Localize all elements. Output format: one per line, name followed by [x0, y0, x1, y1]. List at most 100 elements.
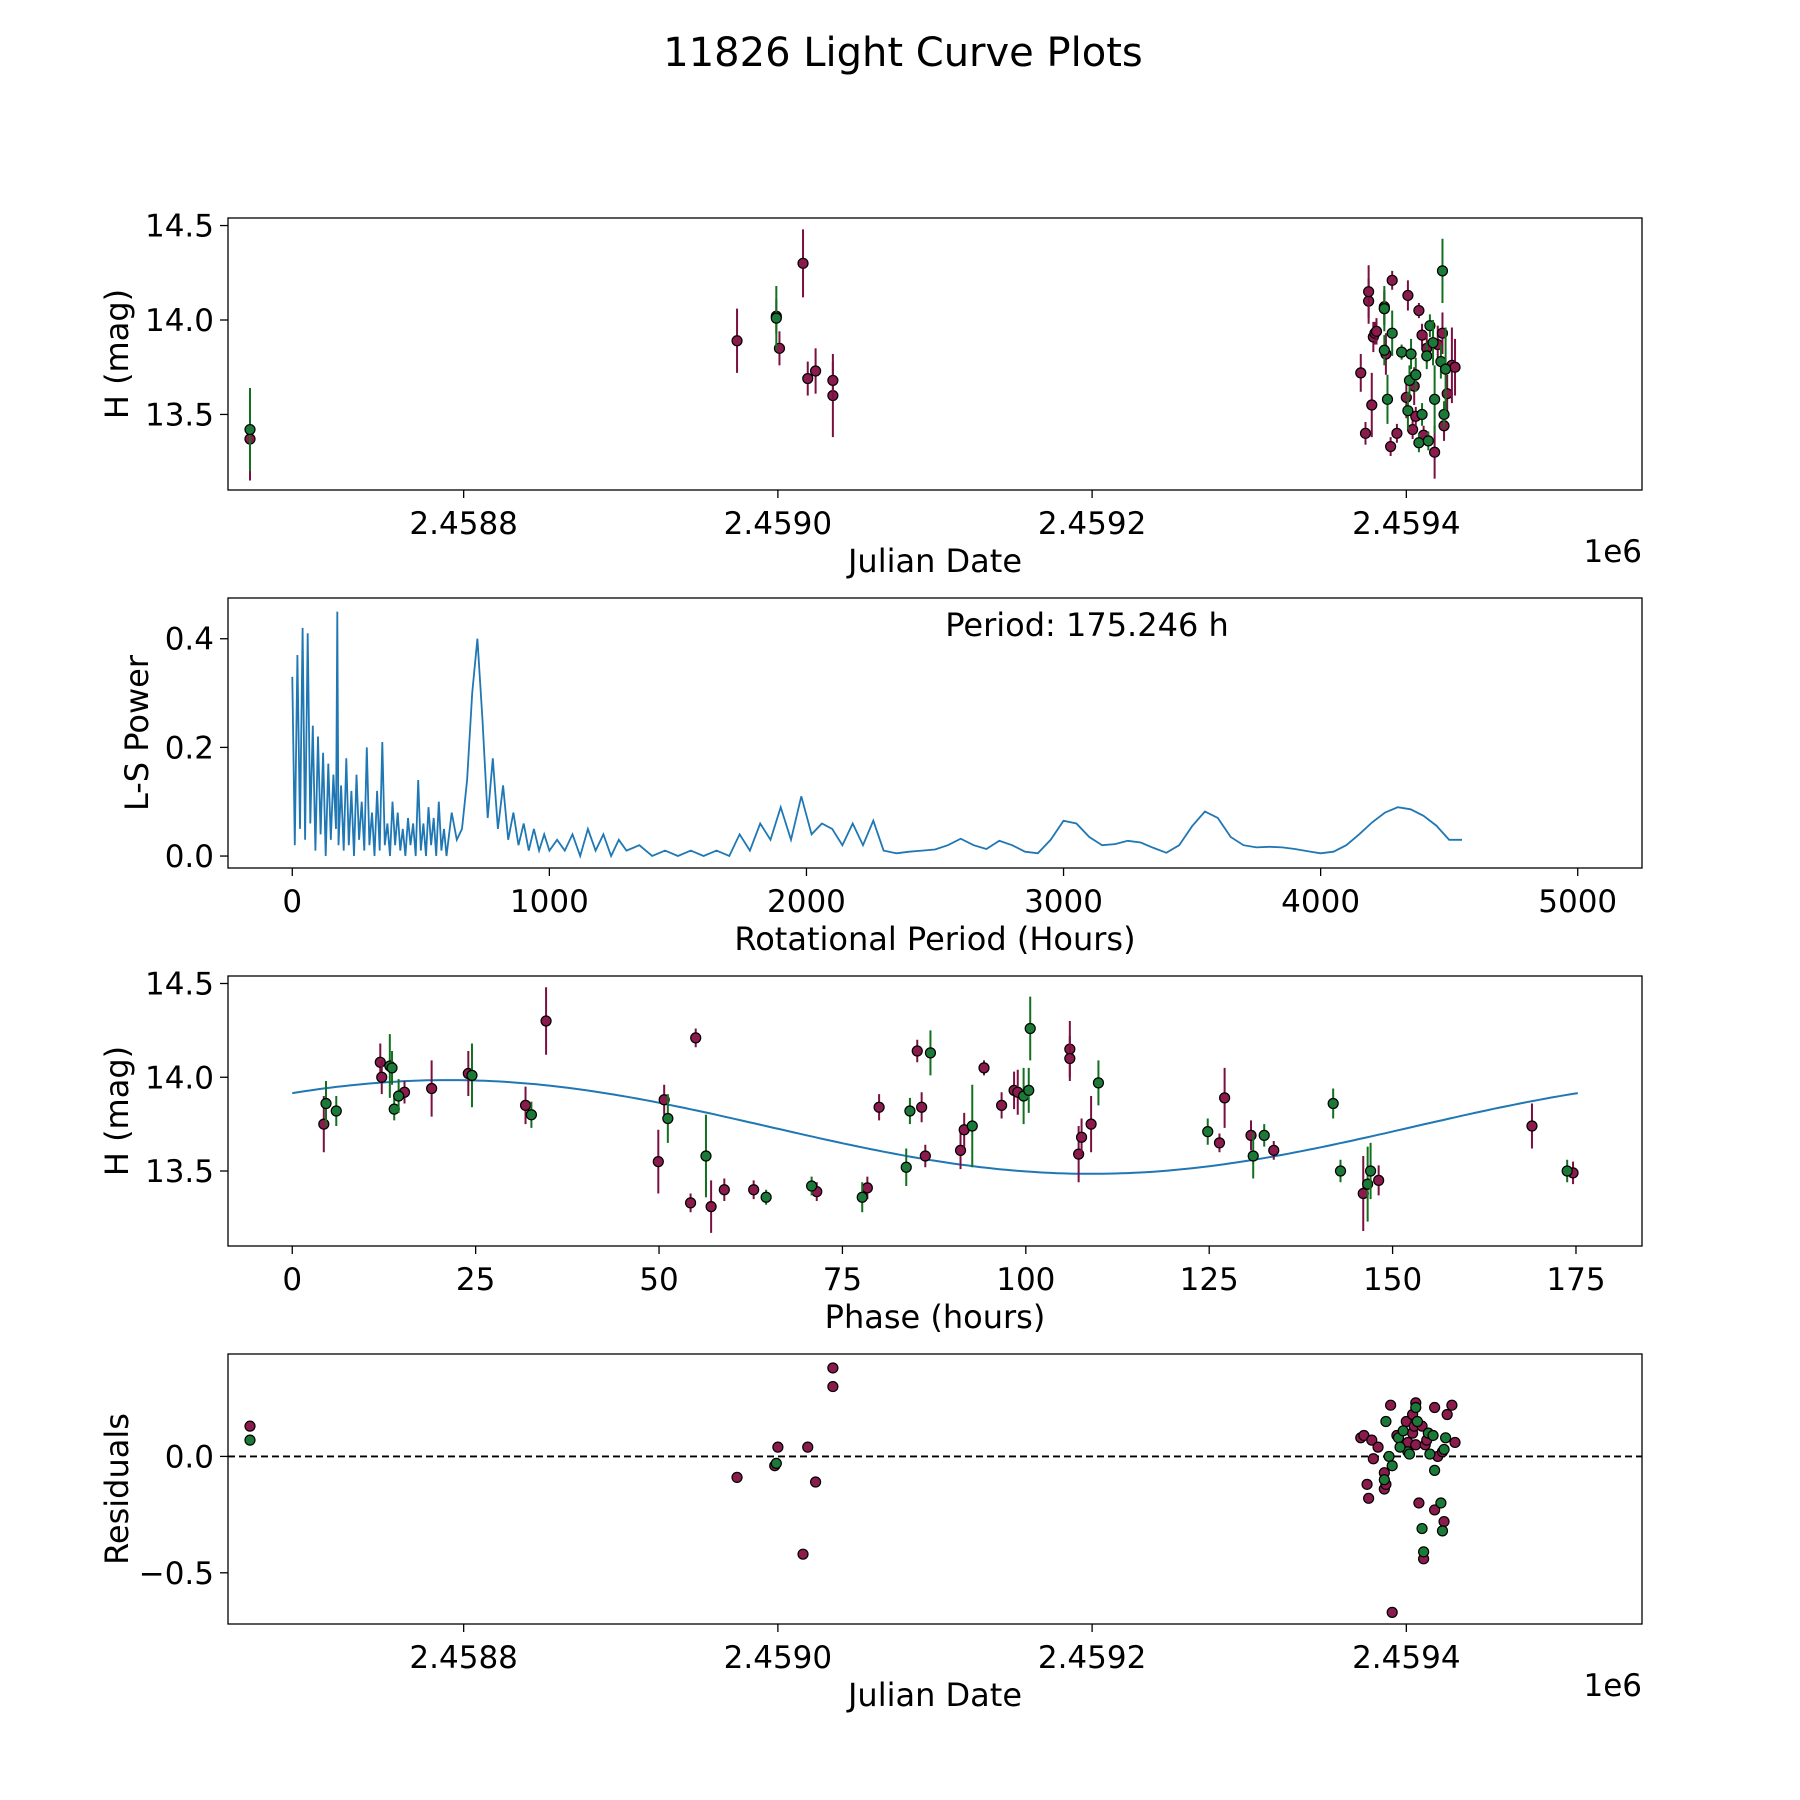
lightcurve-red-point: [1429, 446, 1441, 458]
phased-red-point: [684, 1197, 697, 1209]
lightcurve-red-point: [827, 374, 839, 387]
periodogram-panel: 0 1000 2000 3000 4000 5000 0.0 0.2 0.4 Rotational…: [118, 597, 1643, 958]
phased-red-point: [705, 1201, 717, 1213]
phased-red-point: [911, 1045, 923, 1057]
lightcurve-red-point: [802, 372, 814, 385]
phased-red-point: [540, 1015, 552, 1027]
lightcurve-green-point: [1422, 435, 1434, 447]
residuals-red-point: [1372, 1441, 1384, 1453]
lightcurve-ylabel: H (mag): [98, 289, 136, 419]
residuals-green-point: [1424, 1448, 1436, 1460]
phased-green-point: [466, 1069, 478, 1081]
phased-red-point: [426, 1082, 438, 1095]
lightcurve-xtick-label: 2.4590: [724, 506, 832, 542]
lightcurve-xtick-label: 2.4594: [1352, 506, 1460, 542]
residuals-green-point: [770, 1457, 782, 1469]
lightcurve-green-point: [1396, 346, 1408, 358]
residuals-green-point: [1386, 1460, 1398, 1472]
phased-green-point: [320, 1097, 332, 1110]
phased-red-point: [690, 1032, 702, 1044]
residuals-red-point: [809, 1476, 822, 1488]
residuals-red-point: [731, 1471, 743, 1483]
lightcurve-offset-label: 1e6: [1583, 534, 1642, 570]
phased-red-point: [519, 1099, 532, 1111]
phased-red-point: [1085, 1118, 1097, 1130]
lightcurve-green-point: [1436, 265, 1449, 277]
phased-xtick-label: 100: [996, 1262, 1055, 1298]
phased-green-point: [1023, 1084, 1035, 1096]
lightcurve-red-point: [1359, 427, 1372, 439]
residuals-red-point: [1429, 1401, 1441, 1414]
lightcurve-green-point: [1429, 393, 1441, 405]
lightcurve-red-point: [1402, 289, 1414, 302]
phased-red-point: [978, 1062, 990, 1074]
phased-red-point: [996, 1099, 1008, 1111]
residuals-red-point: [772, 1441, 784, 1453]
phased-xtick-label: 75: [823, 1262, 862, 1298]
phased-green-point: [1258, 1129, 1270, 1141]
phased-red-point: [861, 1182, 873, 1194]
phased-green-point: [904, 1105, 916, 1117]
periodogram-xtick-label: 4000: [1281, 884, 1360, 920]
phased-green-point: [1092, 1077, 1105, 1089]
residuals-green-point: [1416, 1522, 1428, 1535]
residuals-xlabel: Julian Date: [846, 1676, 1022, 1714]
phased-green-point: [900, 1161, 912, 1173]
phased-green-point: [1327, 1097, 1339, 1110]
phased-red-point: [374, 1056, 386, 1068]
phased-red-point: [1213, 1137, 1226, 1149]
phased-red-point: [1268, 1144, 1280, 1156]
lightcurve-green-point: [1405, 348, 1417, 360]
periodogram-xtick-label: 0: [282, 884, 302, 920]
periodogram-xtick-label: 3000: [1024, 884, 1103, 920]
phased-red-point: [1526, 1120, 1538, 1132]
periodogram-xlabel: Rotational Period (Hours): [734, 920, 1135, 958]
residuals-red-point: [1385, 1399, 1397, 1411]
residuals-ytick-label: 0.0: [165, 1439, 214, 1475]
lightcurve-red-point: [1413, 304, 1425, 317]
residuals-green-point: [1380, 1415, 1392, 1428]
residuals-ytick-label: −0.5: [139, 1556, 214, 1592]
lightcurve-red-point: [809, 365, 822, 377]
lightcurve-green-point: [1386, 327, 1398, 339]
phased-ytick-label: 14.0: [145, 1060, 214, 1096]
residuals-green-point: [1418, 1546, 1430, 1558]
lightcurve-xtick-label: 2.4592: [1038, 506, 1146, 542]
lightcurve-red-point: [1449, 361, 1461, 373]
lightcurve-red-point: [1391, 427, 1403, 439]
phased-green-point: [1202, 1126, 1214, 1138]
lightcurve-xtick-label: 2.4588: [409, 506, 517, 542]
residuals-green-point: [1394, 1441, 1406, 1453]
lightcurve-green-point: [1438, 408, 1450, 421]
phased-green-point: [700, 1150, 712, 1162]
lightcurve-green-point: [1410, 369, 1422, 381]
phased-red-point: [658, 1094, 670, 1106]
phased-red-point: [1219, 1092, 1231, 1104]
lightcurve-red-point: [1385, 440, 1397, 453]
residuals-red-point: [1361, 1478, 1373, 1490]
phased-green-point: [1024, 1022, 1036, 1035]
phased-panel: 0 25 50 75 100 125 150 175 13.5 14.0 14.5 Phase (ho…: [98, 967, 1643, 1336]
lightcurve-red-point: [1441, 388, 1453, 400]
residuals-offset-label: 1e6: [1583, 1668, 1642, 1704]
residuals-red-point: [1366, 1434, 1378, 1446]
periodogram-plot-area: [291, 611, 1462, 859]
lightcurve-red-point: [1366, 399, 1378, 411]
residuals-green-point: [1436, 1525, 1449, 1537]
lightcurve-green-point: [1378, 344, 1390, 356]
phased-ylabel: H (mag): [98, 1046, 136, 1176]
periodogram-xtick-label: 5000: [1538, 884, 1617, 920]
phased-green-point: [806, 1180, 818, 1192]
residuals-red-point: [1446, 1399, 1458, 1411]
residuals-red-point: [1429, 1504, 1441, 1516]
residuals-green-point: [1383, 1450, 1395, 1463]
residuals-red-point: [244, 1420, 256, 1432]
residuals-plot-area: [228, 1362, 1642, 1618]
periodogram-xtick-label: 2000: [767, 884, 846, 920]
residuals-red-point: [1441, 1408, 1453, 1421]
phased-frame: [227, 975, 1643, 1247]
phased-red-point: [652, 1156, 664, 1168]
periodogram-ylabel: L-S Power: [118, 654, 156, 811]
lightcurve-green-point: [1378, 303, 1390, 315]
phased-green-point: [1561, 1165, 1573, 1177]
